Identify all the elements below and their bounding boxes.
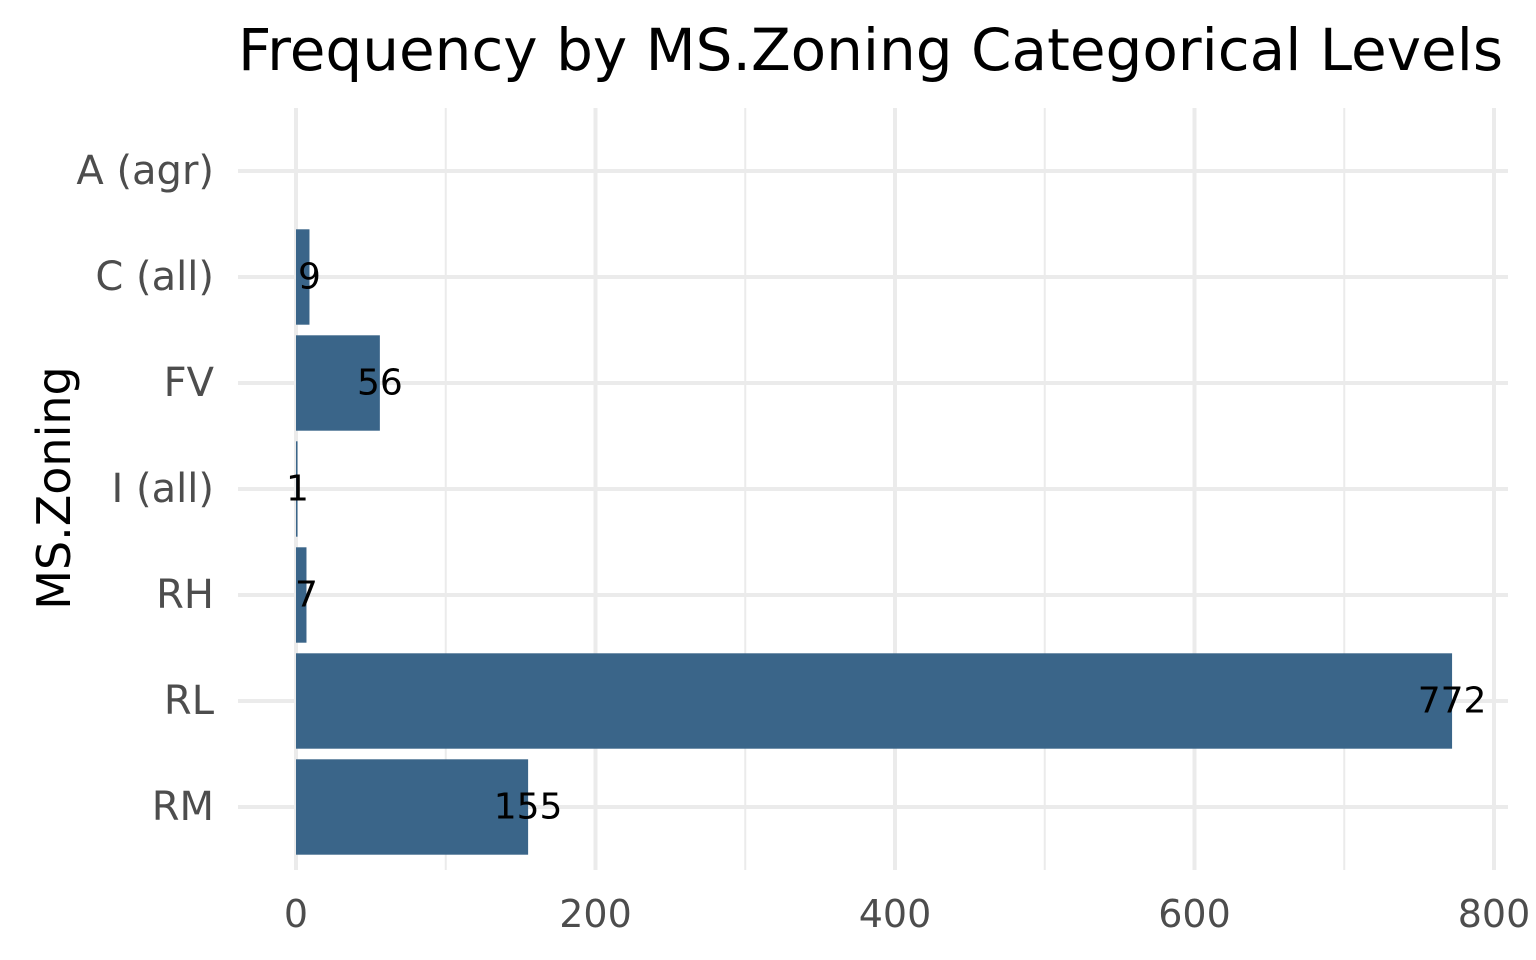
data-label-6: 155: [494, 787, 563, 828]
category-label-2: FV: [164, 360, 215, 406]
bar-5: [296, 653, 1453, 749]
data-label-5: 772: [1418, 681, 1487, 722]
bar-2: [296, 335, 380, 431]
category-labels: A (agr) C (all) FV I (all) RH RL RM: [76, 148, 214, 830]
x-tick-label-0: 0: [284, 892, 308, 936]
bar-4: [296, 547, 307, 643]
bar-3: [296, 441, 298, 537]
x-tick-label-600: 600: [1158, 892, 1231, 936]
bar-6: [296, 759, 529, 855]
data-label-2: 56: [357, 363, 403, 404]
x-tick-label-800: 800: [1458, 892, 1531, 936]
category-label-1: C (all): [95, 254, 214, 300]
grid-lines: [238, 108, 1508, 870]
y-axis-title: MS.Zoning: [27, 366, 81, 609]
category-label-5: RL: [164, 678, 215, 724]
data-label-3: 1: [286, 469, 309, 510]
x-tick-label-200: 200: [559, 892, 632, 936]
category-label-6: RM: [152, 784, 214, 830]
x-tick-labels: 0 200 400 600 800: [284, 892, 1530, 936]
category-label-3: I (all): [112, 466, 214, 512]
data-labels: 9 56 1 7 772 155: [286, 257, 1486, 828]
data-label-1: 9: [298, 257, 321, 298]
category-label-0: A (agr): [76, 148, 214, 194]
x-tick-label-400: 400: [859, 892, 932, 936]
bar-1: [296, 229, 310, 325]
bars: [296, 229, 1453, 855]
category-label-4: RH: [156, 572, 214, 618]
data-label-4: 7: [295, 575, 318, 616]
chart-title: Frequency by MS.Zoning Categorical Level…: [238, 16, 1504, 84]
